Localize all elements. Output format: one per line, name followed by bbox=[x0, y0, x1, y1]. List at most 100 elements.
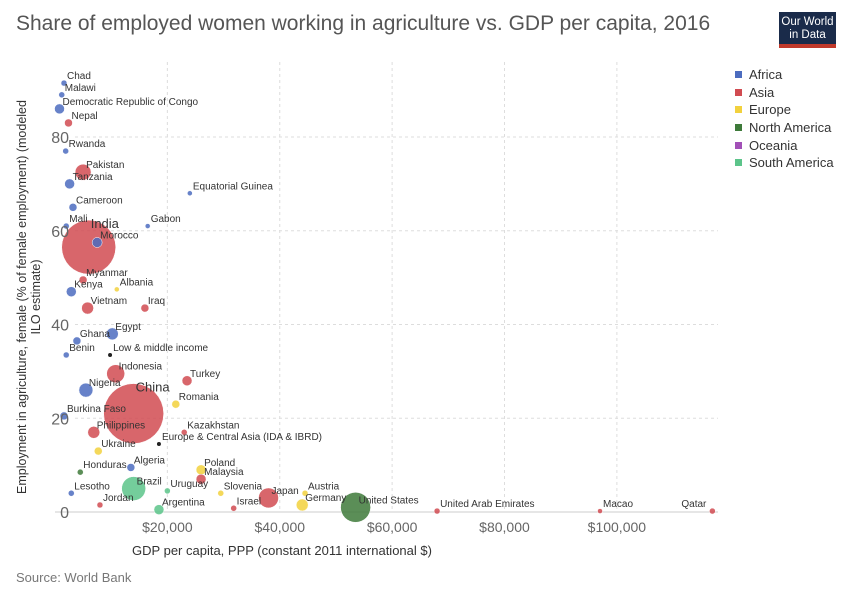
data-point bbox=[258, 487, 279, 509]
data-label: Nigeria bbox=[89, 378, 121, 389]
legend-item[interactable]: Europe bbox=[735, 101, 834, 119]
data-label: Mali bbox=[69, 214, 87, 225]
data-label: Burkina Faso bbox=[67, 404, 126, 415]
data-label: Chad bbox=[67, 71, 91, 82]
x-tick-label: $60,000 bbox=[367, 519, 418, 535]
y-tick-label: 0 bbox=[60, 505, 69, 522]
data-point bbox=[74, 163, 92, 181]
data-label: Morocco bbox=[100, 230, 139, 241]
data-label: Germany bbox=[305, 493, 346, 504]
data-label: Egypt bbox=[115, 322, 141, 333]
data-label: Rwanda bbox=[69, 139, 106, 150]
data-point bbox=[108, 352, 113, 357]
data-label: Uruguay bbox=[170, 479, 208, 490]
data-point bbox=[72, 336, 82, 346]
data-label: Jordan bbox=[103, 493, 134, 504]
data-point bbox=[62, 351, 70, 359]
data-label: Tanzania bbox=[73, 172, 113, 183]
data-label: Albania bbox=[120, 277, 154, 288]
chart-title: Share of employed women working in agric… bbox=[16, 12, 711, 35]
data-point bbox=[230, 505, 237, 512]
data-label: Israel bbox=[237, 496, 261, 507]
x-tick-label: $40,000 bbox=[254, 519, 305, 535]
legend-label: Oceania bbox=[749, 137, 798, 153]
data-point bbox=[144, 223, 151, 229]
data-point bbox=[77, 468, 84, 476]
y-axis-label: Employment in agriculture, female (% of … bbox=[15, 100, 43, 494]
data-point bbox=[64, 118, 73, 128]
grid-lines bbox=[55, 62, 718, 513]
x-tick-label: $100,000 bbox=[588, 519, 647, 535]
legend-item[interactable]: Asia bbox=[735, 84, 834, 102]
y-axis-label-line-1: Employment in agriculture, female (% of … bbox=[15, 100, 29, 494]
legend-swatch bbox=[735, 71, 742, 79]
data-label: Ukraine bbox=[101, 439, 136, 450]
data-label: United States bbox=[359, 495, 419, 506]
data-point bbox=[195, 473, 207, 485]
data-point bbox=[66, 286, 77, 297]
data-point bbox=[597, 508, 603, 514]
data-label: Cameroon bbox=[76, 195, 123, 206]
data-label: Myanmar bbox=[86, 268, 128, 279]
data-label: Turkey bbox=[190, 369, 220, 380]
data-point bbox=[171, 399, 181, 409]
legend-item[interactable]: South America bbox=[735, 154, 834, 172]
legend-label: Asia bbox=[749, 84, 775, 100]
legend-swatch bbox=[735, 106, 742, 114]
logo-accent-bar bbox=[779, 44, 836, 48]
y-tick-label: 60 bbox=[51, 224, 69, 241]
data-point bbox=[121, 476, 146, 501]
data-point bbox=[54, 103, 65, 115]
data-label: Algeria bbox=[134, 455, 166, 466]
data-label: Ghana bbox=[80, 329, 110, 340]
data-point bbox=[217, 490, 224, 497]
data-point bbox=[81, 301, 94, 315]
data-label: Malawi bbox=[65, 83, 96, 94]
data-point bbox=[64, 178, 75, 190]
data-label: Low & middle income bbox=[113, 343, 208, 354]
legend-swatch bbox=[735, 88, 742, 96]
data-point bbox=[433, 507, 441, 515]
data-label: China bbox=[136, 380, 171, 395]
data-label: Lesotho bbox=[74, 481, 110, 492]
logo-line-1: Our World bbox=[781, 16, 834, 28]
y-axis-label-line-2: ILO estimate) bbox=[29, 259, 43, 334]
owid-logo[interactable]: Our World in Data bbox=[779, 12, 836, 48]
data-point bbox=[106, 364, 125, 383]
data-label: Pakistan bbox=[86, 160, 124, 171]
data-point bbox=[301, 490, 309, 497]
data-point bbox=[126, 463, 136, 472]
logo-line-2: in Data bbox=[789, 29, 826, 41]
legend-label: Europe bbox=[749, 102, 791, 118]
legend-item[interactable]: Oceania bbox=[735, 136, 834, 154]
data-point bbox=[187, 190, 193, 196]
y-tick-label: 20 bbox=[51, 411, 69, 428]
data-label: Macao bbox=[603, 499, 633, 510]
data-point bbox=[78, 382, 94, 398]
x-axis-label: GDP per capita, PPP (constant 2011 inter… bbox=[132, 543, 432, 558]
data-point bbox=[106, 327, 119, 341]
x-axis-ticks: $20,000 $40,000 $60,000 $80,000 $100,000 bbox=[142, 519, 646, 535]
data-label: Honduras bbox=[83, 460, 126, 471]
data-label: Brazil bbox=[137, 477, 162, 488]
data-label: Kenya bbox=[74, 280, 103, 291]
source-note: Source: World Bank bbox=[16, 570, 132, 585]
data-label: Japan bbox=[272, 486, 299, 497]
data-label: Romania bbox=[179, 392, 219, 403]
data-point bbox=[61, 219, 116, 275]
y-axis-ticks: 0 20 40 60 80 bbox=[51, 130, 69, 522]
data-point bbox=[709, 507, 716, 515]
data-point bbox=[164, 487, 171, 495]
legend-item[interactable]: Africa bbox=[735, 66, 834, 84]
legend-label: South America bbox=[749, 155, 834, 171]
data-point bbox=[180, 429, 188, 436]
data-label: Argentina bbox=[162, 498, 205, 509]
legend-label: Africa bbox=[749, 67, 783, 83]
legend-swatch bbox=[735, 124, 742, 132]
data-label: Equatorial Guinea bbox=[193, 181, 273, 192]
data-label: Nepal bbox=[71, 111, 97, 122]
data-label: Poland bbox=[204, 458, 235, 469]
data-point bbox=[103, 383, 164, 444]
data-point bbox=[156, 442, 161, 447]
legend-item[interactable]: North America bbox=[735, 119, 834, 137]
